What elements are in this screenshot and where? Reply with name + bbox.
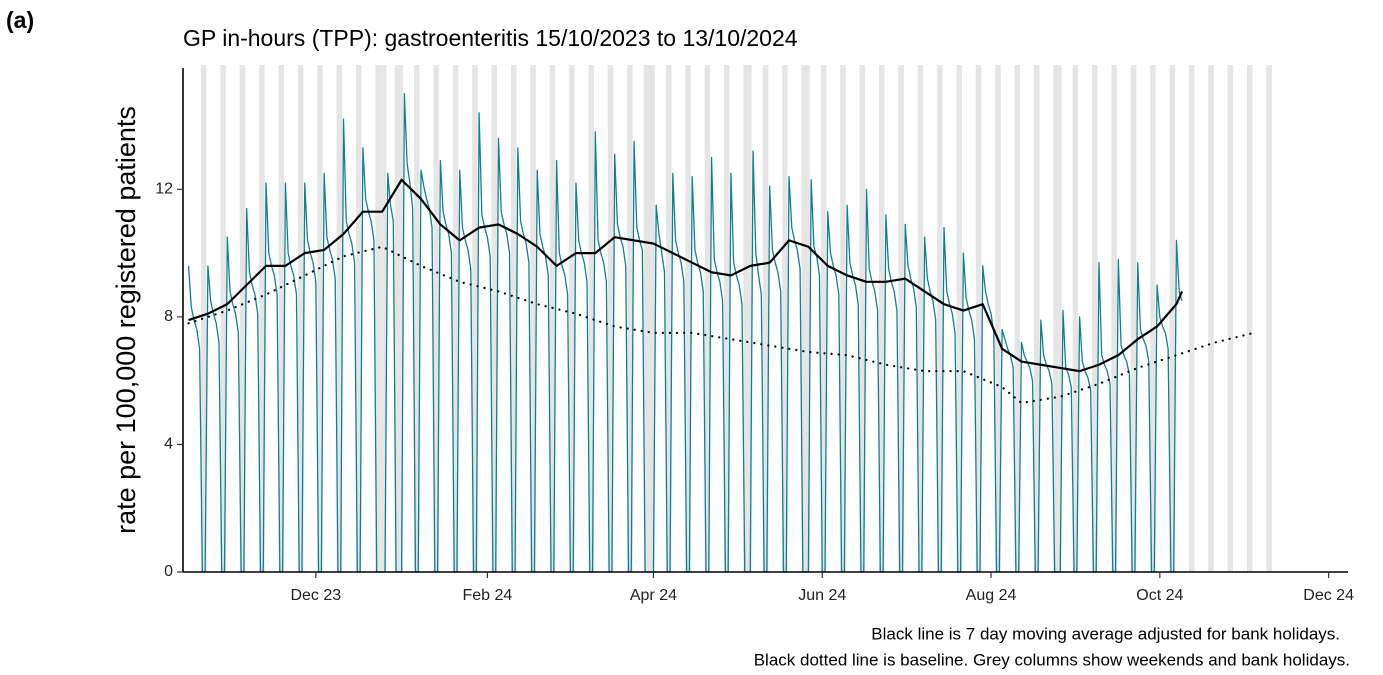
weekend-column bbox=[588, 65, 594, 572]
bank-holiday-column bbox=[748, 65, 752, 572]
weekend-column bbox=[801, 65, 808, 572]
weekend-column bbox=[510, 65, 517, 572]
weekend-column bbox=[878, 65, 885, 572]
x-tick-label: Dec 24 bbox=[1303, 587, 1354, 604]
weekend-column bbox=[840, 65, 846, 572]
weekend-column bbox=[452, 65, 459, 572]
weekend-column bbox=[917, 65, 924, 572]
weekend-column bbox=[1150, 65, 1156, 572]
note: Black line is 7 day moving average adjus… bbox=[871, 624, 1340, 643]
weekend-column bbox=[472, 65, 478, 572]
weekend-column bbox=[975, 65, 982, 572]
weekend-column bbox=[1072, 65, 1079, 572]
weekend-column bbox=[336, 65, 343, 572]
weekend-column bbox=[220, 65, 226, 572]
weekend-column bbox=[704, 65, 711, 572]
weekend-column bbox=[1130, 65, 1137, 572]
weekend-column bbox=[278, 65, 285, 572]
bank-holiday-column bbox=[652, 65, 655, 572]
weekend-column bbox=[414, 65, 420, 572]
weekend-column bbox=[200, 65, 207, 572]
weekend-column bbox=[549, 65, 556, 572]
weekend-column bbox=[820, 65, 827, 572]
bank-holiday-column bbox=[383, 65, 387, 572]
weekend-column bbox=[1092, 65, 1098, 572]
weekend-column bbox=[1266, 65, 1272, 572]
weekend-column bbox=[394, 65, 401, 572]
y-tick-label: 4 bbox=[164, 436, 173, 453]
weekend-column bbox=[1188, 65, 1195, 572]
weekend-column bbox=[1246, 65, 1253, 572]
chart-title: GP in-hours (TPP): gastroenteritis 15/10… bbox=[183, 25, 798, 51]
note: Black dotted line is baseline. Grey colu… bbox=[754, 650, 1350, 669]
weekend-column bbox=[297, 65, 304, 572]
x-tick-label: Feb 24 bbox=[462, 587, 512, 604]
weekend-column bbox=[317, 65, 323, 572]
weekend-column bbox=[1111, 65, 1117, 572]
weekend-column bbox=[685, 65, 691, 572]
weekend-column bbox=[937, 65, 943, 572]
weekend-column bbox=[530, 65, 536, 572]
y-tick-label: 12 bbox=[155, 181, 173, 198]
bank-holiday-column bbox=[807, 65, 810, 572]
bank-holiday-column bbox=[380, 65, 384, 572]
weekend-column bbox=[1033, 65, 1040, 572]
x-tick-label: Aug 24 bbox=[966, 587, 1017, 604]
weekend-column bbox=[1169, 65, 1176, 572]
weekend-column bbox=[762, 65, 769, 572]
weekend-column bbox=[375, 65, 381, 572]
weekend-column bbox=[665, 65, 672, 572]
weekend-column bbox=[1053, 65, 1059, 572]
bank-holiday-column bbox=[400, 65, 403, 572]
y-axis-label: rate per 100,000 registered patients bbox=[111, 106, 141, 534]
x-tick-label: Jun 24 bbox=[798, 587, 846, 604]
weekend-column bbox=[723, 65, 730, 572]
x-tick-label: Dec 23 bbox=[290, 587, 341, 604]
weekend-column bbox=[898, 65, 904, 572]
weekend-column bbox=[355, 65, 362, 572]
weekend-column bbox=[491, 65, 498, 572]
weekend-column bbox=[743, 65, 749, 572]
weekend-column bbox=[956, 65, 962, 572]
weekend-column bbox=[239, 65, 246, 572]
weekend-column bbox=[433, 65, 439, 572]
weekend-column bbox=[646, 65, 653, 572]
weekend-column bbox=[259, 65, 265, 572]
weekend-column bbox=[1208, 65, 1214, 572]
panel-label: (a) bbox=[6, 7, 34, 33]
weekend-column bbox=[1014, 65, 1021, 572]
weekend-column bbox=[782, 65, 788, 572]
axes-layer: 0 4 8 12 Dec 23 Feb 24 Apr 24 Jun 24 Aug 24 Oct 2… bbox=[155, 68, 1354, 604]
bank-holiday-column bbox=[643, 65, 647, 572]
weekend-column bbox=[607, 65, 614, 572]
y-tick-label: 0 bbox=[164, 563, 173, 580]
weekend-column bbox=[1227, 65, 1234, 572]
shading-layer bbox=[200, 65, 1272, 572]
weekend-column bbox=[569, 65, 575, 572]
x-tick-label: Oct 24 bbox=[1136, 587, 1183, 604]
bank-holiday-column bbox=[1058, 65, 1062, 572]
y-tick-label: 8 bbox=[164, 308, 173, 325]
x-tick-label: Apr 24 bbox=[630, 587, 677, 604]
weekend-column bbox=[627, 65, 633, 572]
weekend-column bbox=[859, 65, 866, 572]
series-line bbox=[188, 178, 1183, 373]
weekend-column bbox=[995, 65, 1001, 572]
